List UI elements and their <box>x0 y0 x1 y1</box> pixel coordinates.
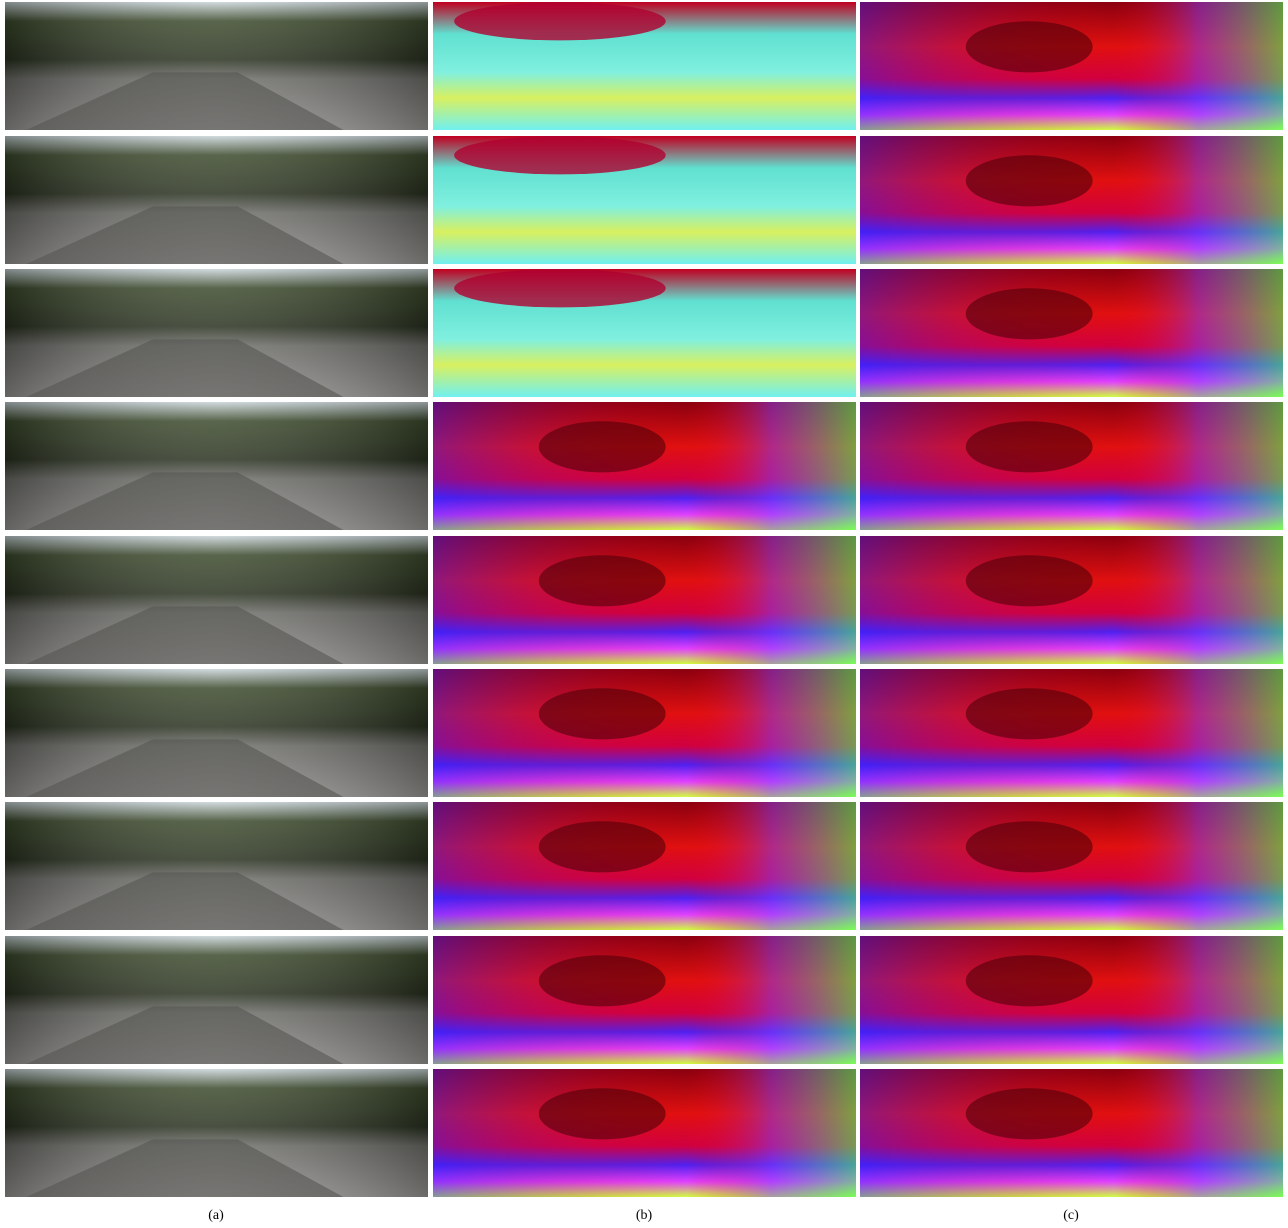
dark-region <box>538 421 666 473</box>
dark-region <box>965 555 1093 607</box>
road <box>26 472 344 530</box>
dark-region <box>538 955 666 1007</box>
dark-region <box>965 288 1093 340</box>
dark-region <box>965 955 1093 1007</box>
disparity-shade <box>860 269 1283 397</box>
dark-region <box>965 688 1093 740</box>
caption: (b) <box>636 1208 653 1223</box>
dark-region <box>965 821 1093 873</box>
disparity-shade <box>433 802 856 930</box>
noise-blob <box>454 269 666 308</box>
disparity-shade <box>860 936 1283 1064</box>
caption: (a) <box>208 1208 224 1223</box>
disparity-shade <box>860 136 1283 264</box>
noise-blob <box>454 136 666 175</box>
road <box>26 739 344 797</box>
disparity-shade <box>860 1069 1283 1197</box>
disparity-shade <box>433 536 856 664</box>
road <box>26 1006 344 1064</box>
disparity-shade <box>433 936 856 1064</box>
dark-region <box>965 1088 1093 1140</box>
dark-region <box>538 1088 666 1140</box>
noise-blob <box>454 2 666 41</box>
disparity-shade <box>433 669 856 797</box>
disparity-shade <box>860 402 1283 530</box>
dark-region <box>965 21 1093 73</box>
disparity-shade <box>860 669 1283 797</box>
dark-region <box>965 421 1093 473</box>
road <box>26 72 344 130</box>
disparity-shade <box>860 802 1283 930</box>
disparity-shade <box>433 1069 856 1197</box>
dark-region <box>965 155 1093 207</box>
disparity-shade <box>433 402 856 530</box>
disparity-shade <box>860 536 1283 664</box>
road <box>26 339 344 397</box>
road <box>26 1139 344 1197</box>
dark-region <box>538 555 666 607</box>
dark-region <box>538 688 666 740</box>
road <box>26 206 344 264</box>
disparity-shade <box>860 2 1283 130</box>
caption: (c) <box>1063 1208 1079 1223</box>
dark-region <box>538 821 666 873</box>
road <box>26 872 344 930</box>
road <box>26 606 344 664</box>
